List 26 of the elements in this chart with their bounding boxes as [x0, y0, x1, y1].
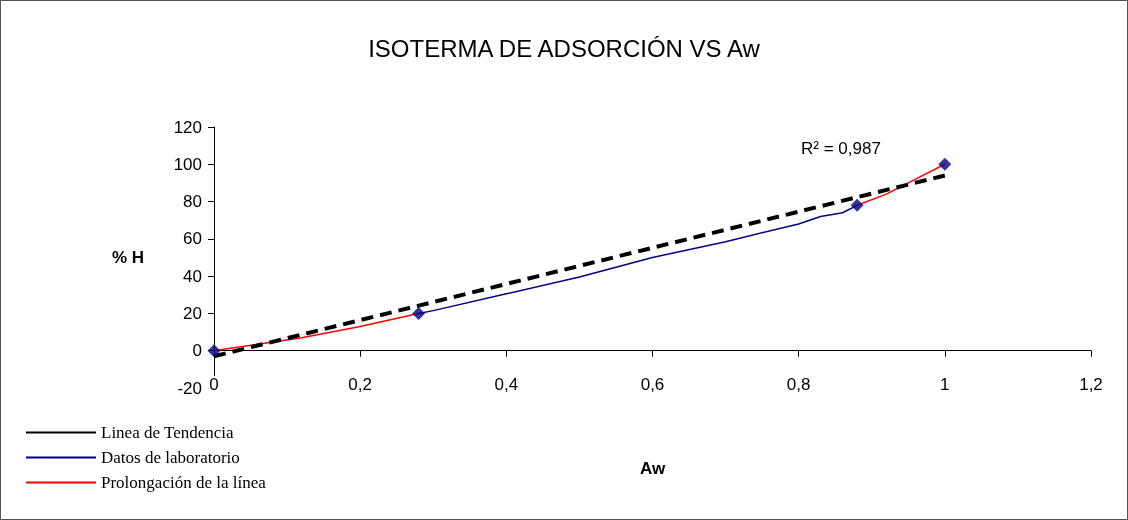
x-tick-label: 1,2	[1079, 375, 1103, 394]
point	[850, 198, 864, 212]
y-tick-label: 100	[173, 154, 202, 174]
y-tick-label: 60	[183, 229, 202, 249]
y-tick-label: 120	[173, 117, 202, 137]
y-tick-label: 40	[183, 266, 202, 286]
legend-label: Linea de Tendencia	[101, 423, 234, 442]
point	[412, 306, 426, 320]
legend-label: Datos de laboratorio	[101, 448, 240, 467]
x-tick-label: 1	[940, 375, 950, 394]
y-axis-title: % H	[111, 248, 144, 267]
y-tick-label: 0	[192, 341, 202, 361]
chart-title: ISOTERMA DE ADSORCIÓN VS Aw	[368, 34, 761, 62]
point	[938, 157, 952, 171]
y-tick-label: 80	[183, 192, 202, 212]
x-tick-label: 0	[209, 375, 219, 394]
x-tick-label: 0,4	[494, 375, 519, 394]
y-tick-label: 20	[183, 303, 202, 323]
x-tick-label: 0,8	[786, 375, 811, 394]
legend-label: Prolongación de la línea	[101, 473, 267, 492]
annotation: R² = 0,987	[801, 138, 881, 158]
x-axis-title: Aw	[639, 459, 666, 478]
x-tick-label: 0,2	[348, 375, 372, 394]
x-tick-label: 0,6	[640, 375, 665, 394]
y-tick-label: -20	[177, 378, 202, 398]
point	[207, 344, 221, 358]
